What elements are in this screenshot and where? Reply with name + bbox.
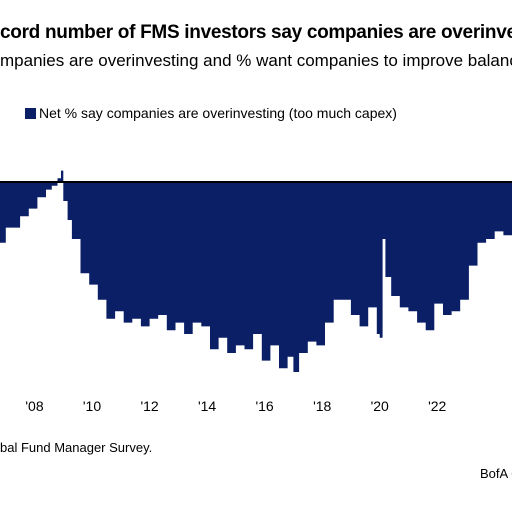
series-area-overinvesting (0, 170, 512, 372)
brand-label: BofA C (480, 466, 512, 481)
x-tick-label: '16 (255, 398, 273, 414)
chart-legend: Net % say companies are overinvesting (t… (25, 105, 397, 121)
x-tick-label: '14 (198, 398, 216, 414)
x-tick-label: '10 (83, 398, 101, 414)
chart-subtitle: mpanies are overinvesting and % want com… (0, 51, 512, 70)
chart-title: cord number of FMS investors say compani… (0, 22, 512, 43)
x-tick-label: '08 (25, 398, 43, 414)
legend-label: Net % say companies are overinvesting (t… (39, 105, 397, 121)
x-tick-label: '22 (428, 398, 446, 414)
legend-swatch (25, 107, 36, 119)
source-note: bal Fund Manager Survey. (0, 440, 153, 455)
x-tick-label: '12 (140, 398, 158, 414)
x-tick-label: '20 (371, 398, 389, 414)
x-tick-label: '18 (313, 398, 331, 414)
